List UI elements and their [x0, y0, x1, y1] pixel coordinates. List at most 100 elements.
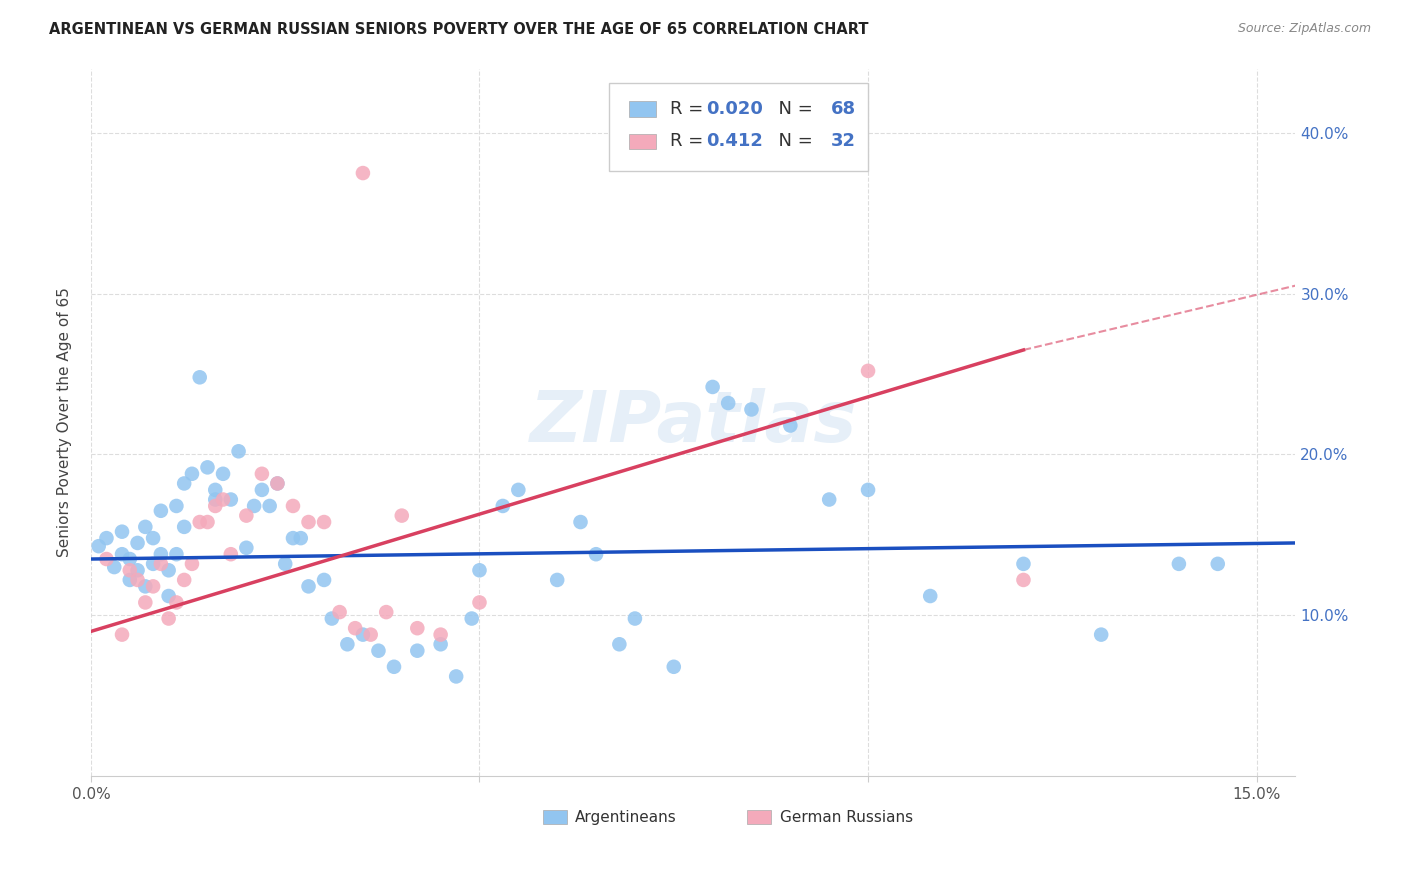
Point	[173, 573, 195, 587]
Point	[779, 418, 801, 433]
Text: R =: R =	[671, 100, 709, 118]
Point	[149, 504, 172, 518]
Point	[219, 492, 242, 507]
Point	[444, 669, 467, 683]
Point	[461, 611, 484, 625]
FancyBboxPatch shape	[609, 83, 868, 171]
Point	[165, 547, 187, 561]
Point	[375, 605, 398, 619]
Point	[197, 460, 219, 475]
Point	[406, 643, 429, 657]
Point	[740, 402, 762, 417]
Text: German Russians: German Russians	[780, 810, 912, 825]
Point	[127, 573, 149, 587]
Point	[297, 579, 319, 593]
Point	[609, 637, 631, 651]
Point	[585, 547, 607, 561]
Point	[157, 611, 180, 625]
Point	[235, 508, 257, 523]
Point	[344, 621, 367, 635]
Point	[118, 563, 141, 577]
Point	[228, 444, 250, 458]
Point	[235, 541, 257, 555]
Point	[103, 560, 125, 574]
Point	[1090, 627, 1112, 641]
Point	[188, 515, 211, 529]
Point	[212, 467, 235, 481]
Point	[250, 467, 273, 481]
Text: ARGENTINEAN VS GERMAN RUSSIAN SENIORS POVERTY OVER THE AGE OF 65 CORRELATION CHA: ARGENTINEAN VS GERMAN RUSSIAN SENIORS PO…	[49, 22, 869, 37]
Point	[329, 605, 352, 619]
Point	[281, 499, 304, 513]
Point	[624, 611, 647, 625]
Point	[149, 547, 172, 561]
Point	[406, 621, 429, 635]
Point	[290, 531, 312, 545]
Point	[336, 637, 359, 651]
Point	[165, 499, 187, 513]
FancyBboxPatch shape	[630, 101, 655, 117]
Point	[312, 573, 335, 587]
Point	[259, 499, 281, 513]
Point	[492, 499, 515, 513]
Point	[391, 508, 413, 523]
Point	[1012, 557, 1035, 571]
Point	[920, 589, 942, 603]
Point	[96, 531, 118, 545]
Point	[856, 483, 879, 497]
Text: 68: 68	[831, 100, 856, 118]
Text: Source: ZipAtlas.com: Source: ZipAtlas.com	[1237, 22, 1371, 36]
FancyBboxPatch shape	[630, 134, 655, 149]
Point	[157, 563, 180, 577]
Point	[274, 557, 297, 571]
Point	[142, 557, 165, 571]
Point	[111, 524, 134, 539]
Point	[429, 637, 451, 651]
Point	[360, 627, 382, 641]
Point	[134, 579, 156, 593]
Point	[367, 643, 389, 657]
Point	[96, 552, 118, 566]
Point	[312, 515, 335, 529]
Point	[204, 492, 226, 507]
Point	[818, 492, 841, 507]
Point	[173, 520, 195, 534]
Text: N =: N =	[766, 132, 818, 151]
Point	[197, 515, 219, 529]
Point	[134, 595, 156, 609]
Point	[429, 627, 451, 641]
Point	[468, 595, 491, 609]
Point	[1012, 573, 1035, 587]
Point	[702, 380, 724, 394]
Y-axis label: Seniors Poverty Over the Age of 65: Seniors Poverty Over the Age of 65	[58, 287, 72, 558]
Point	[212, 492, 235, 507]
Point	[546, 573, 568, 587]
Point	[149, 557, 172, 571]
Point	[382, 660, 405, 674]
Point	[181, 467, 204, 481]
Point	[181, 557, 204, 571]
Point	[134, 520, 156, 534]
Point	[508, 483, 530, 497]
Point	[111, 547, 134, 561]
Point	[266, 476, 288, 491]
Point	[165, 595, 187, 609]
Point	[662, 660, 685, 674]
Point	[1206, 557, 1229, 571]
Point	[569, 515, 592, 529]
Point	[281, 531, 304, 545]
Text: R =: R =	[671, 132, 716, 151]
Text: 32: 32	[831, 132, 855, 151]
Point	[173, 476, 195, 491]
Point	[717, 396, 740, 410]
Point	[87, 539, 110, 553]
Point	[142, 531, 165, 545]
Point	[157, 589, 180, 603]
Point	[219, 547, 242, 561]
Point	[127, 536, 149, 550]
Point	[127, 563, 149, 577]
Point	[468, 563, 491, 577]
Point	[352, 627, 374, 641]
Point	[321, 611, 343, 625]
Text: N =: N =	[766, 100, 818, 118]
